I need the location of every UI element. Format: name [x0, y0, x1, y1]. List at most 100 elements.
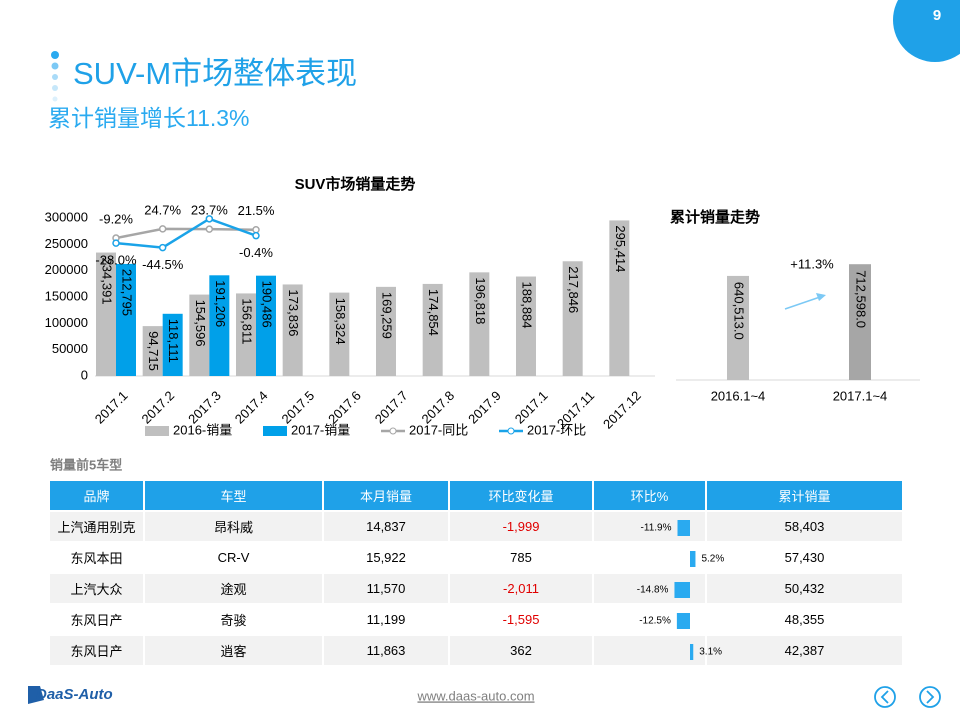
header-cell: 车型 [145, 481, 322, 510]
bar [256, 275, 276, 376]
bar [96, 252, 116, 376]
bar [422, 283, 443, 376]
line-value-label: 24.7% [144, 202, 181, 217]
bar-value-label: 174,854 [426, 289, 441, 336]
bar-value-label: 188,884 [520, 282, 535, 329]
bar-value-label: 217,846 [566, 266, 581, 313]
table-cell: -2,011 [450, 574, 592, 603]
line-point [158, 243, 167, 252]
ratio-cell [594, 543, 705, 572]
title-dots [51, 51, 59, 102]
slide-title: SUV-M市场整体表现 [73, 56, 357, 91]
table-cell: 11,570 [324, 574, 448, 603]
x-tick-label: 2017.9 [465, 388, 504, 427]
x-tick-label: 2017.1 [92, 388, 131, 427]
bar [849, 264, 871, 380]
y-tick-label: 100000 [45, 315, 88, 330]
table-cell: 48,355 [707, 605, 902, 634]
x-tick-label: 2017.12 [600, 388, 644, 432]
chart-title: SUV市场销量走势 [295, 175, 416, 193]
bar-value-label: 154,596 [193, 300, 208, 347]
table-row: 上汽大众 途观 11,570 -2,011 50,432 [50, 574, 902, 603]
y-tick-label: 250000 [45, 236, 88, 251]
table-cell: 奇骏 [145, 605, 322, 634]
ratio-cell [594, 636, 705, 665]
bar-value-label: 234,391 [100, 258, 115, 305]
table-row: 东风日产 奇骏 11,199 -1,595 48,355 [50, 605, 902, 634]
table-cell: 逍客 [145, 636, 322, 665]
table-cell: 362 [450, 636, 592, 665]
nav-next[interactable] [919, 686, 941, 708]
x-tick-label: 2017.4 [232, 388, 271, 427]
x-tick-label: 2017.3 [185, 388, 224, 427]
line-value-label: 23.7% [191, 203, 228, 218]
bar [609, 220, 630, 376]
x-tick-label: 2017.7 [372, 388, 411, 427]
line-point [205, 225, 214, 233]
line [115, 217, 257, 249]
ratio-cell [594, 605, 705, 634]
header-cell: 累计销量 [707, 481, 902, 510]
x-tick-label: 2017.5 [278, 388, 317, 427]
bar [236, 293, 256, 376]
page-number: 9 [933, 7, 941, 24]
legend-swatch [507, 427, 515, 435]
x-tick-label: 2017.1 [512, 388, 551, 427]
footer-url: www.daas-auto.com [416, 688, 534, 703]
y-tick-label: 300000 [45, 209, 88, 224]
legend-swatch [389, 427, 397, 435]
slide-subtitle: 累计销量增长11.3% [48, 105, 250, 131]
table-cell: 11,863 [324, 636, 448, 665]
ratio-cell [594, 574, 705, 603]
table-cell: 东风日产 [50, 605, 143, 634]
bar [516, 276, 536, 376]
bar-value-label: 191,206 [213, 280, 228, 327]
table-cell: 15,922 [324, 543, 448, 572]
table-cell: 14,837 [324, 512, 448, 541]
line-point [252, 231, 260, 240]
line-point [158, 225, 167, 233]
bar [209, 275, 230, 376]
header-cell: 环比变化量 [450, 481, 592, 510]
bar-value-label: 94,715 [146, 331, 161, 371]
line-point [252, 225, 260, 234]
line-value-label: -28.0% [95, 253, 137, 268]
legend-label: 2016-销量 [173, 422, 232, 437]
x-tick-label: 2017.1~4 [833, 388, 888, 403]
bar [329, 292, 350, 376]
legend-label: 2017-环比 [527, 422, 586, 437]
table-row: 上汽通用别克 昂科威 14,837 -1,999 58,403 [50, 512, 902, 541]
line-value-label: 21.5% [238, 203, 275, 218]
bar-value-label: 169,259 [380, 292, 395, 339]
table-cell: 11,199 [324, 605, 448, 634]
annotation: +11.3% [790, 256, 834, 271]
bar [469, 272, 490, 376]
x-tick-label: 2017.2 [138, 388, 177, 427]
bar [162, 313, 183, 376]
x-tick-label: 2017.6 [325, 388, 364, 427]
line [115, 227, 257, 240]
table-cell: 东风本田 [50, 543, 143, 572]
y-tick-label: 50000 [52, 341, 88, 356]
nav-prev[interactable] [874, 686, 896, 708]
table-row: 东风本田 CR-V 15,922 785 57,430 [50, 543, 902, 572]
bar-value-label: 640,513.0 [732, 282, 747, 340]
table-cell: 42,387 [707, 636, 902, 665]
bar-value-label: 212,795 [120, 269, 135, 316]
table-cell: 785 [450, 543, 592, 572]
growth-arrow [784, 293, 826, 310]
x-tick-label: 2017.8 [418, 388, 457, 427]
line-point [205, 215, 214, 223]
table-cell: -1,595 [450, 605, 592, 634]
logo-text: DaaS-Auto [36, 686, 113, 703]
legend-label: 2017-销量 [291, 422, 350, 437]
bar-value-label: 196,818 [473, 277, 488, 324]
bar-value-label: 158,324 [333, 298, 348, 345]
table-cell: -1,999 [450, 512, 592, 541]
table-cell: CR-V [145, 543, 322, 572]
x-tick-label: 2016.1~4 [711, 388, 766, 403]
table-row: 东风日产 逍客 11,863 362 42,387 [50, 636, 902, 665]
table-cell: 57,430 [707, 543, 902, 572]
y-tick-label: 150000 [45, 288, 88, 303]
